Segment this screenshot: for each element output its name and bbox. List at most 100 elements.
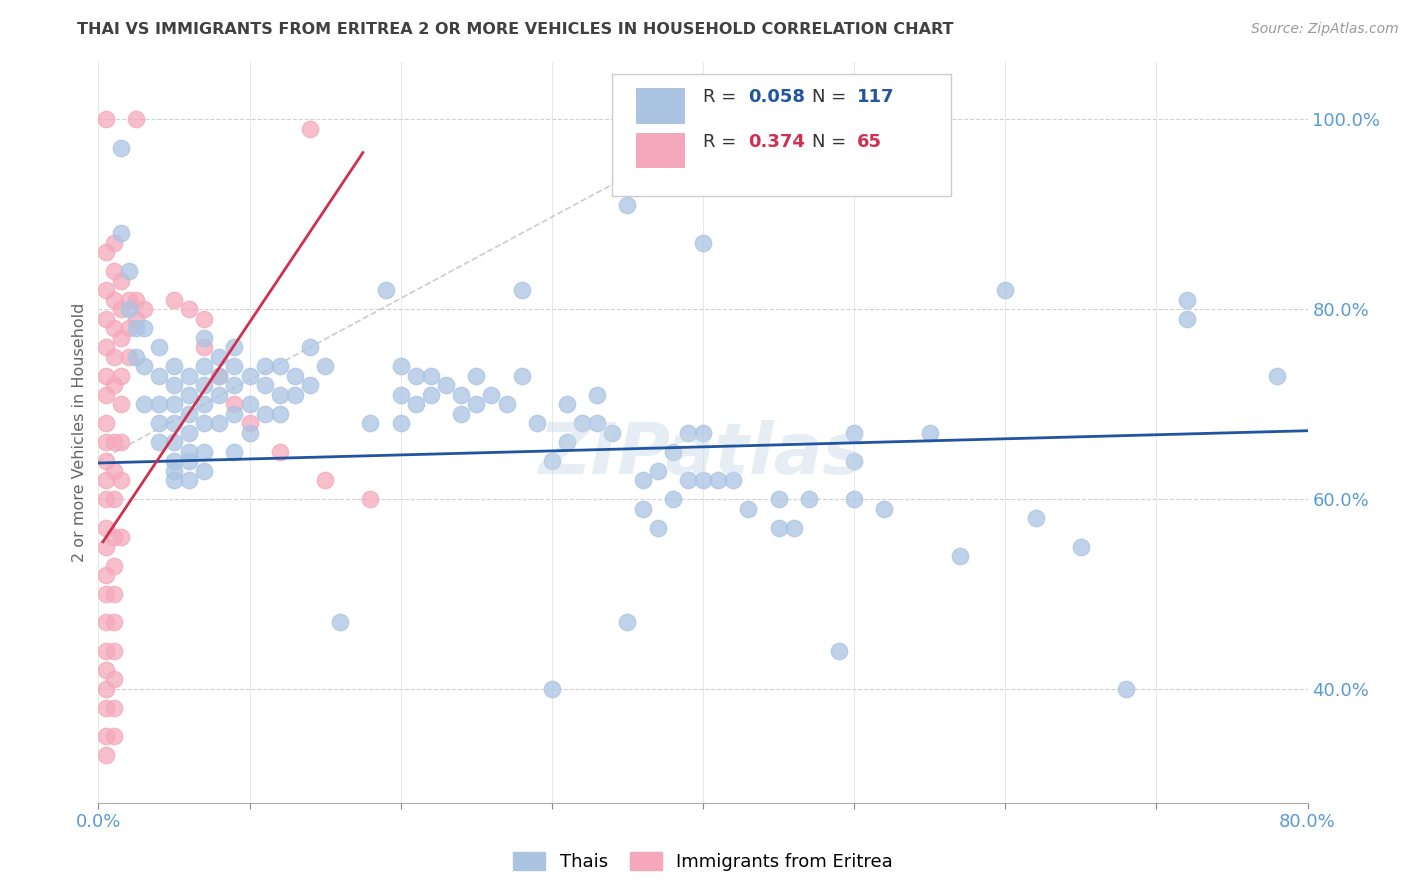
Point bbox=[103, 530, 125, 544]
Point bbox=[103, 644, 125, 658]
Point bbox=[586, 416, 609, 430]
Point bbox=[239, 397, 262, 411]
Point bbox=[299, 121, 322, 136]
Point bbox=[314, 359, 336, 374]
Point bbox=[94, 587, 117, 601]
Point bbox=[148, 368, 170, 383]
Point bbox=[118, 350, 141, 364]
Point bbox=[239, 368, 262, 383]
Point bbox=[224, 444, 246, 458]
Point bbox=[647, 464, 669, 478]
Point bbox=[132, 397, 155, 411]
Point bbox=[125, 321, 148, 335]
Point bbox=[269, 407, 291, 421]
Point bbox=[374, 283, 396, 297]
Point bbox=[94, 701, 117, 715]
Point bbox=[94, 663, 117, 677]
Point bbox=[299, 340, 322, 354]
Point bbox=[555, 435, 578, 450]
Text: N =: N = bbox=[811, 134, 852, 152]
Point bbox=[193, 444, 215, 458]
Point bbox=[118, 293, 141, 307]
Point bbox=[631, 501, 654, 516]
Point bbox=[103, 235, 125, 250]
Point bbox=[125, 311, 148, 326]
Text: 65: 65 bbox=[856, 134, 882, 152]
Point bbox=[103, 435, 125, 450]
Point bbox=[110, 530, 132, 544]
Text: ZIPatlas: ZIPatlas bbox=[540, 420, 866, 490]
Point bbox=[103, 293, 125, 307]
Point bbox=[208, 387, 231, 401]
Point bbox=[828, 644, 851, 658]
Point bbox=[103, 491, 125, 506]
Point bbox=[179, 302, 201, 317]
Point bbox=[420, 368, 443, 383]
Point bbox=[208, 416, 231, 430]
Point bbox=[94, 748, 117, 763]
Point bbox=[253, 378, 276, 392]
Text: 117: 117 bbox=[856, 88, 894, 106]
FancyBboxPatch shape bbox=[613, 73, 950, 195]
Point bbox=[110, 141, 132, 155]
Point bbox=[405, 368, 427, 383]
Point bbox=[389, 387, 412, 401]
Point bbox=[692, 235, 714, 250]
Point bbox=[510, 283, 533, 297]
Point bbox=[163, 416, 186, 430]
Text: Source: ZipAtlas.com: Source: ZipAtlas.com bbox=[1251, 22, 1399, 37]
Point bbox=[148, 340, 170, 354]
Point bbox=[193, 416, 215, 430]
Point bbox=[163, 454, 186, 468]
Point bbox=[125, 350, 148, 364]
Point bbox=[110, 473, 132, 487]
Point bbox=[495, 397, 517, 411]
Point bbox=[224, 340, 246, 354]
Point bbox=[844, 491, 866, 506]
Point bbox=[94, 491, 117, 506]
Point bbox=[616, 198, 638, 212]
Point bbox=[239, 416, 262, 430]
Point bbox=[676, 473, 699, 487]
Point bbox=[132, 359, 155, 374]
Point bbox=[103, 701, 125, 715]
Point bbox=[103, 587, 125, 601]
Point bbox=[269, 387, 291, 401]
Point bbox=[94, 520, 117, 534]
Point bbox=[103, 378, 125, 392]
Point bbox=[723, 473, 745, 487]
Point bbox=[94, 245, 117, 260]
Point bbox=[163, 378, 186, 392]
Point bbox=[148, 416, 170, 430]
Point bbox=[118, 302, 141, 317]
Point bbox=[179, 368, 201, 383]
Point bbox=[163, 464, 186, 478]
Y-axis label: 2 or more Vehicles in Household: 2 or more Vehicles in Household bbox=[72, 303, 87, 562]
Point bbox=[1070, 540, 1092, 554]
Legend: Thais, Immigrants from Eritrea: Thais, Immigrants from Eritrea bbox=[506, 845, 900, 879]
Point bbox=[193, 464, 215, 478]
Point bbox=[103, 464, 125, 478]
Point bbox=[110, 331, 132, 345]
Point bbox=[125, 112, 148, 127]
Point bbox=[420, 387, 443, 401]
Point bbox=[540, 681, 562, 696]
Point bbox=[94, 368, 117, 383]
Point bbox=[299, 378, 322, 392]
Point bbox=[269, 444, 291, 458]
Point bbox=[602, 425, 624, 440]
Point bbox=[94, 340, 117, 354]
Point bbox=[94, 615, 117, 630]
Point bbox=[193, 397, 215, 411]
Point bbox=[737, 501, 759, 516]
Point bbox=[208, 350, 231, 364]
Point bbox=[179, 473, 201, 487]
Point bbox=[179, 425, 201, 440]
Point bbox=[103, 264, 125, 278]
Point bbox=[94, 454, 117, 468]
Point bbox=[94, 112, 117, 127]
Point bbox=[118, 264, 141, 278]
FancyBboxPatch shape bbox=[637, 88, 685, 124]
Point bbox=[193, 311, 215, 326]
Point bbox=[360, 491, 382, 506]
